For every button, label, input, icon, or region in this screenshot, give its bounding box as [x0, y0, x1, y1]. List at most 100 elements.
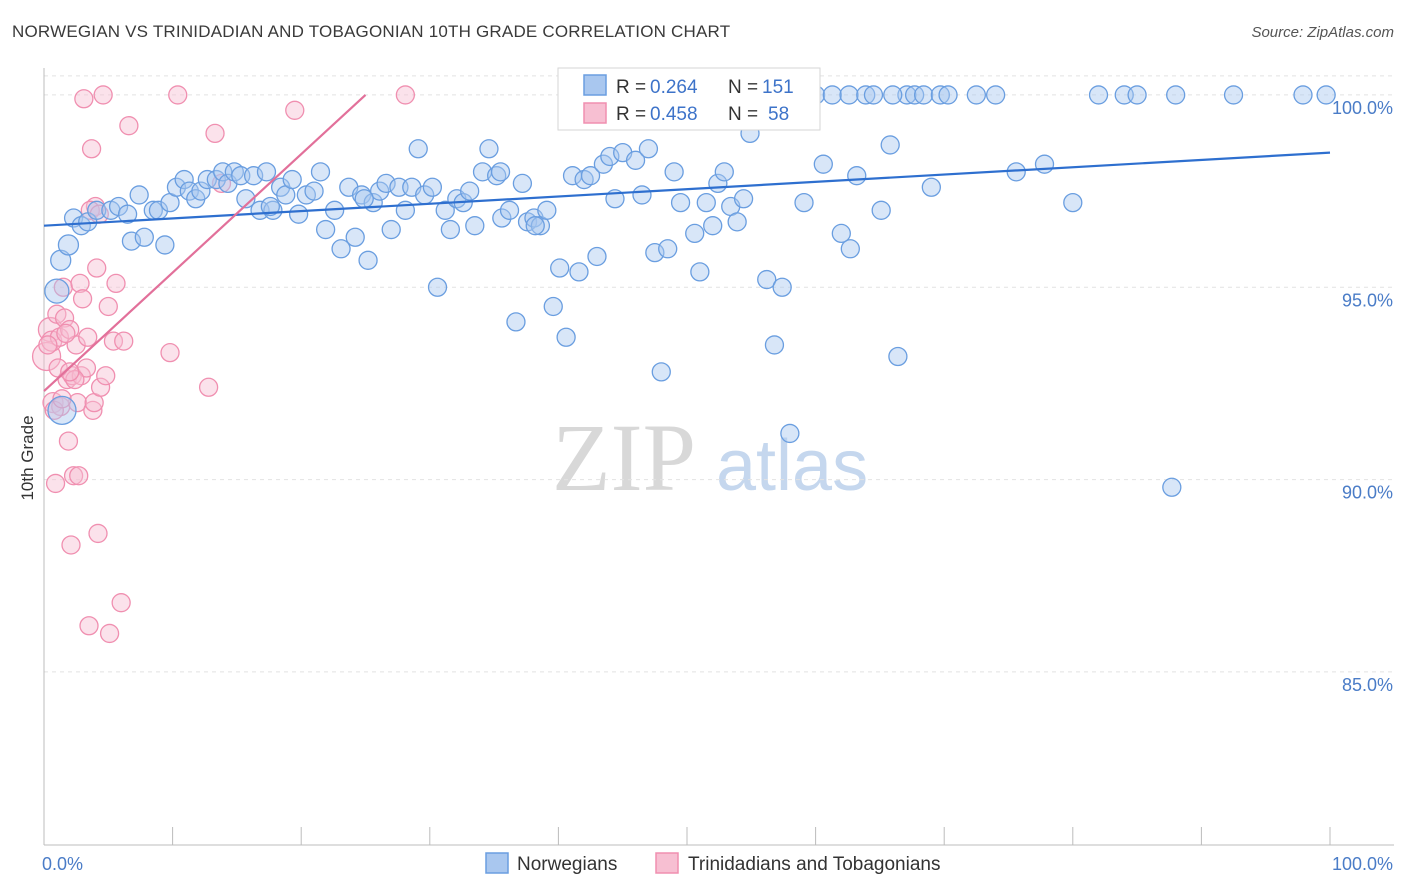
watermark-zip: ZIP [552, 404, 696, 511]
norwegian-point [727, 212, 747, 232]
trinidadian-point [72, 289, 93, 309]
trinidadian-point [44, 400, 64, 420]
trinidadian-point [58, 431, 79, 451]
norwegian-point [856, 85, 876, 105]
norwegian-point [537, 200, 557, 220]
series-legend: Norwegians Trinidadians and Tobagonians [485, 852, 940, 875]
trinidadian-point [395, 85, 416, 105]
norwegian-point [381, 219, 401, 240]
norwegian-point [930, 85, 950, 105]
trinidadian-point [38, 335, 58, 355]
norwegian-point [304, 181, 324, 201]
norwegian-point [1063, 192, 1083, 213]
norwegian-point [839, 85, 859, 105]
x-tick-label: 0.0% [42, 854, 83, 874]
norwegian-point [569, 262, 589, 282]
trinidadian-point [87, 258, 107, 278]
norwegian-point [310, 162, 331, 182]
norwegian-point [813, 154, 833, 174]
trinidadian-point [63, 466, 84, 486]
norwegian-point [129, 185, 149, 205]
norwegian-point [460, 181, 480, 201]
norwegian-point [658, 239, 678, 259]
norwegian-point [155, 235, 175, 255]
norwegian-point [822, 85, 842, 105]
norwegian-point [580, 166, 601, 186]
norwegian-point [331, 239, 351, 259]
norwegian-point [938, 85, 958, 105]
trinidadian-point [98, 296, 118, 317]
norwegian-point [690, 262, 710, 282]
y-tick-label: 95.0% [1342, 290, 1393, 310]
legend-blue-n-value: 151 [762, 77, 794, 98]
trinidadian-point [205, 123, 225, 144]
bottom-legend-pink-swatch [655, 852, 679, 874]
norwegian-point [1223, 85, 1244, 105]
trinidadian-point [119, 116, 139, 136]
trinidadians-trend-line [43, 94, 367, 392]
norwegian-point [638, 139, 659, 159]
norwegian-point [593, 154, 614, 174]
trinidadian-point [114, 331, 134, 351]
trinidadian-point [90, 377, 111, 397]
norwegian-point [422, 177, 443, 197]
norwegian-point [440, 219, 461, 240]
trinidadian-point [106, 273, 126, 294]
norwegian-point [1034, 154, 1055, 174]
norwegian-point [764, 335, 785, 355]
bottom-legend-pink-label: Trinidadians and Tobagonians [688, 854, 940, 875]
trinidadian-point [88, 523, 108, 544]
norwegian-point [1127, 85, 1147, 105]
norwegian-point [840, 239, 860, 259]
trinidadian-point [61, 535, 81, 555]
trinidadian-point [198, 377, 219, 397]
source-credit: Source: ZipAtlas.com [1251, 24, 1394, 41]
norwegian-point [714, 162, 734, 182]
legend-blue-r-label: R = [616, 77, 646, 98]
trinidadian-point [70, 273, 90, 294]
legend-pink-n-label: N = [728, 104, 758, 125]
norwegian-point [87, 200, 107, 220]
norwegian-point [117, 204, 138, 224]
norwegian-point [354, 189, 374, 209]
norwegian-point [315, 219, 336, 240]
norwegian-point [288, 204, 309, 224]
trinidadian-point [78, 327, 98, 347]
trinidadian-point [111, 593, 131, 613]
trinidadian-point [160, 342, 180, 363]
trinidadian-point [99, 623, 120, 644]
norwegian-point [506, 312, 526, 332]
norwegian-point [490, 162, 511, 182]
norwegian-point [831, 223, 851, 244]
norwegian-point [625, 150, 646, 170]
norwegian-point [772, 277, 792, 297]
norwegian-point [685, 223, 705, 244]
norwegian-point [1162, 477, 1182, 497]
norwegian-point [632, 185, 652, 205]
trinidadian-point [74, 89, 94, 109]
norwegian-point [499, 200, 520, 220]
norwegian-point [57, 234, 80, 256]
legend-pink-swatch [583, 102, 607, 124]
norwegian-point [47, 395, 77, 425]
norwegian-point [847, 166, 867, 186]
norwegian-point [282, 169, 302, 190]
norwegian-point [1293, 85, 1313, 105]
trinidadian-point [81, 139, 102, 159]
correlation-legend: R = 0.264 N = 151 R = 0.458 N = 58 [557, 67, 821, 131]
trinidadian-point [69, 466, 89, 486]
norwegian-point [794, 192, 814, 213]
norwegian-point [696, 192, 716, 213]
norwegian-point [863, 85, 884, 105]
trend-lines [43, 94, 1331, 392]
norwegian-point [897, 85, 917, 105]
norwegian-point [780, 423, 800, 444]
norwegian-point [44, 278, 70, 304]
y-tick-label: 90.0% [1342, 483, 1393, 503]
norwegian-point [174, 169, 194, 190]
series-trinidadians-points [31, 85, 416, 644]
chart-title: NORWEGIAN VS TRINIDADIAN AND TOBAGONIAN … [12, 22, 731, 41]
axes: 85.0% 90.0% 95.0% 100.0% 0.0% 100.0% 10th Grad… [18, 68, 1394, 874]
legend-pink-r-value: 0.458 [650, 104, 698, 125]
legend-blue-swatch [583, 74, 607, 96]
